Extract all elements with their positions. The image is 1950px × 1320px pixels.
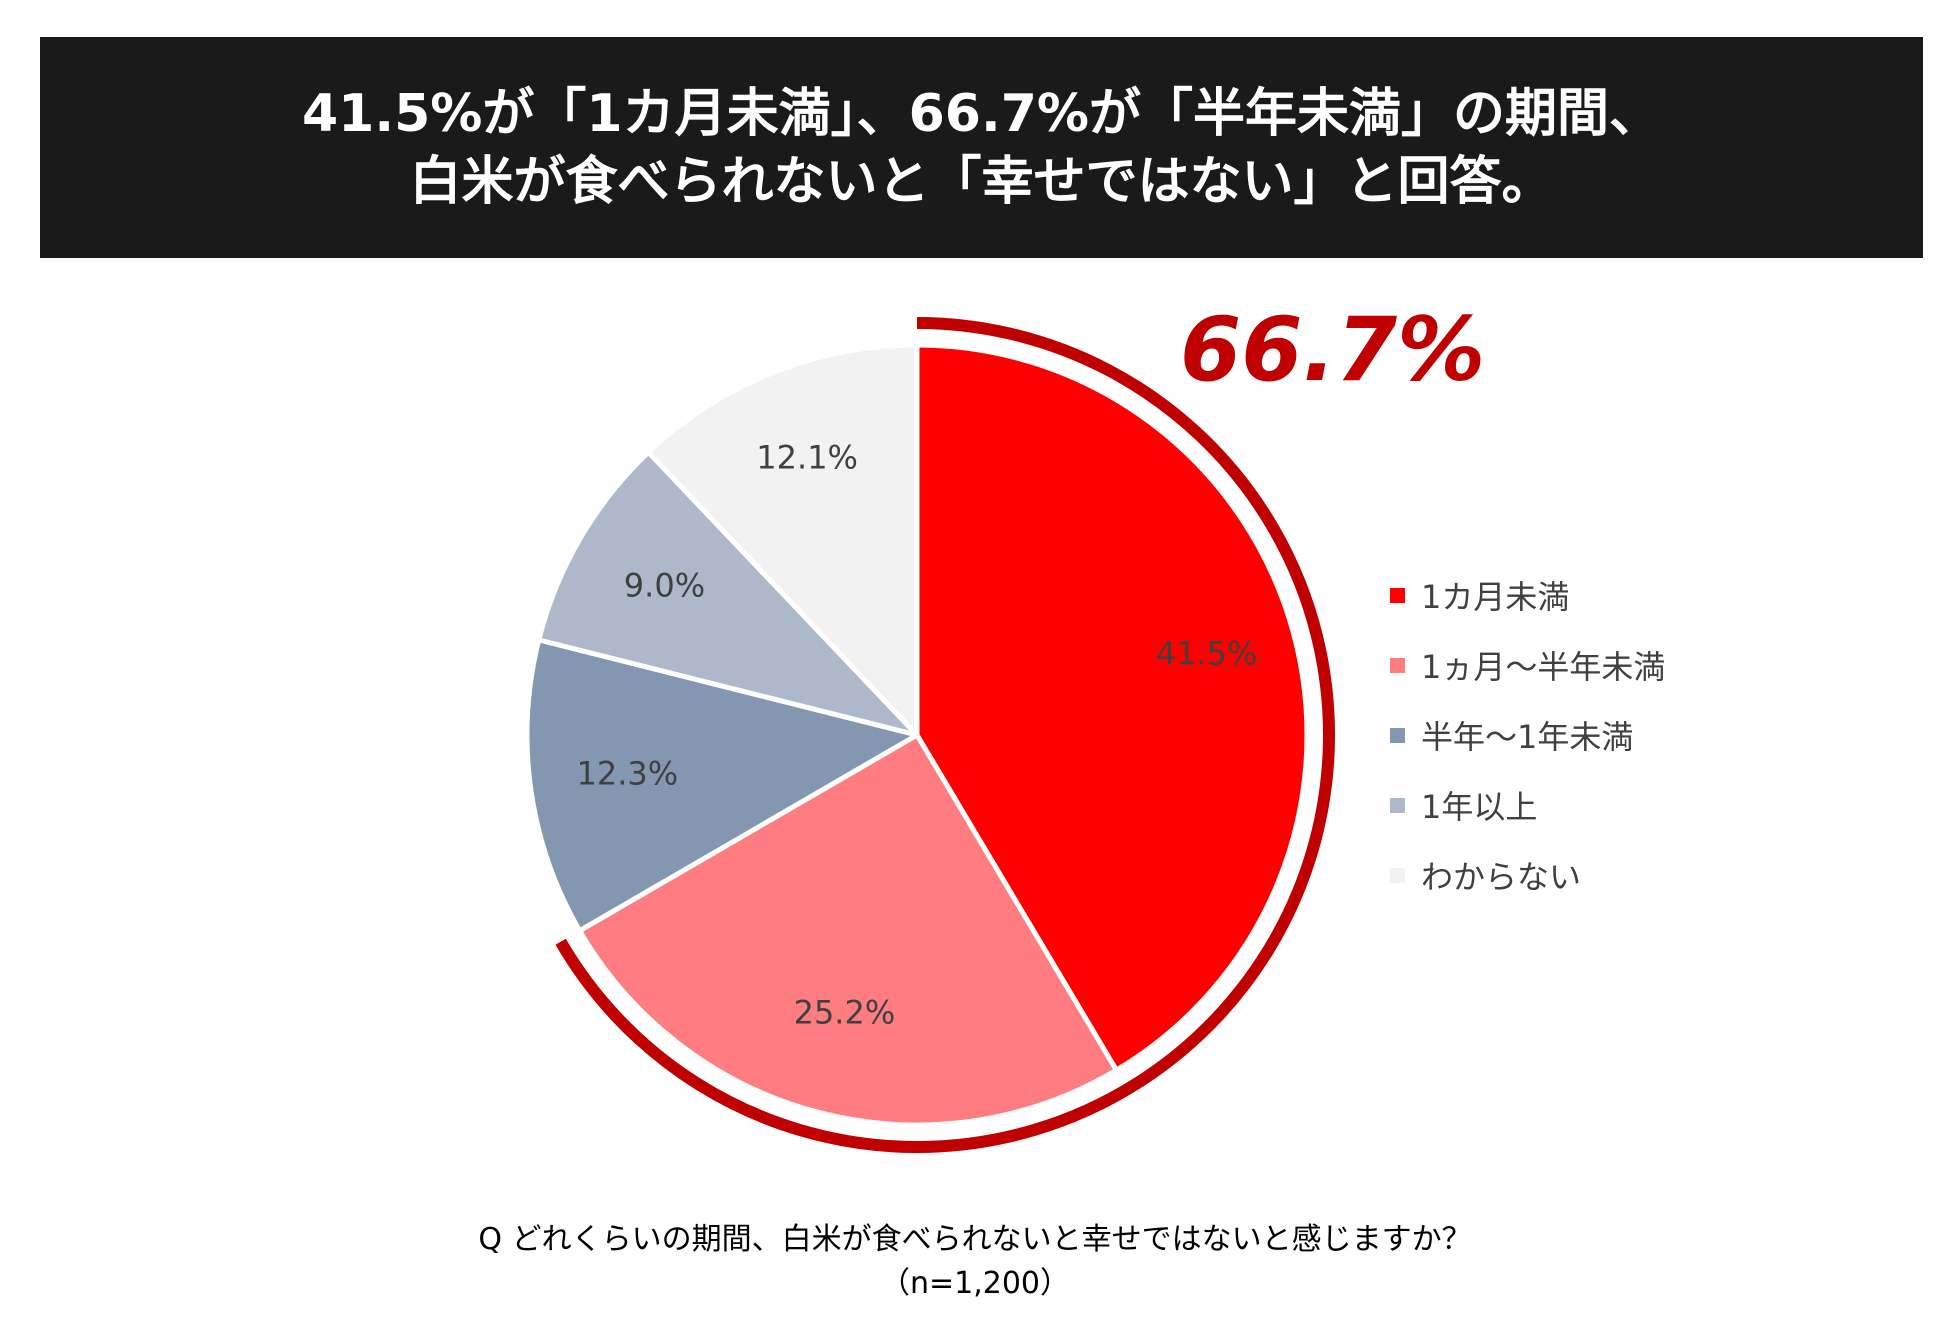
headline-banner: 41.5%が「1カ月未満」、66.7%が「半年未満」の期間、 白米が食べられない… <box>40 37 1923 258</box>
slice-label-1: 41.5% <box>1156 634 1258 672</box>
legend-swatch-1 <box>1390 587 1405 603</box>
slice-label-4: 9.0% <box>624 566 705 604</box>
legend-item-5: わからない <box>1390 840 1665 910</box>
slice-label-2: 25.2% <box>794 993 896 1031</box>
headline-line-2: 白米が食べられないと「幸せではない」と回答。 <box>409 151 1554 212</box>
legend-label-5: わからない <box>1421 858 1582 896</box>
question-text: Q どれくらいの期間、白米が食べられないと幸せではないと感じますか？ <box>478 1222 1472 1257</box>
sample-size: （n=1,200） <box>879 1266 1071 1301</box>
pie-slice-5 <box>645 342 920 738</box>
legend-item-2: 1ヵ月～半年未満 <box>1390 630 1665 700</box>
highlight-ring <box>555 317 1335 1153</box>
legend-item-1: 1カ月未満 <box>1390 560 1665 630</box>
legend: 1カ月未満 1ヵ月～半年未満 半年～1年未満 1年以上わからない <box>1390 560 1665 910</box>
legend-label-3: 半年～1年未満 <box>1421 718 1634 756</box>
callout-total-value: 66.7% <box>1180 298 1486 401</box>
legend-item-4: 1年以上 <box>1390 770 1665 840</box>
pie-slice-4 <box>536 449 920 738</box>
legend-item-3: 半年～1年未満 <box>1390 700 1665 770</box>
pie-slice-1 <box>914 342 1310 1073</box>
slice-label-5: 12.1% <box>756 439 858 477</box>
headline-line-1: 41.5%が「1カ月未満」、66.7%が「半年未満」の期間、 <box>302 83 1661 144</box>
pie-slices <box>524 342 1310 1128</box>
legend-swatch-3 <box>1390 727 1405 743</box>
slice-label-3: 12.3% <box>577 755 679 793</box>
legend-swatch-2 <box>1390 657 1405 673</box>
legend-label-1: 1カ月未満 <box>1421 578 1570 616</box>
legend-label-2: 1ヵ月～半年未満 <box>1421 648 1666 686</box>
pie-labels: 41.5% 25.2% 12.3% 9.0% 12.1% <box>577 439 1258 1032</box>
footer: Q どれくらいの期間、白米が食べられないと幸せではないと感じますか？ （n=1,… <box>0 1218 1950 1306</box>
pie-slice-2 <box>577 732 1119 1128</box>
legend-swatch-4 <box>1390 797 1405 813</box>
legend-swatch-5 <box>1390 867 1405 883</box>
legend-label-4: 1年以上 <box>1421 788 1538 826</box>
